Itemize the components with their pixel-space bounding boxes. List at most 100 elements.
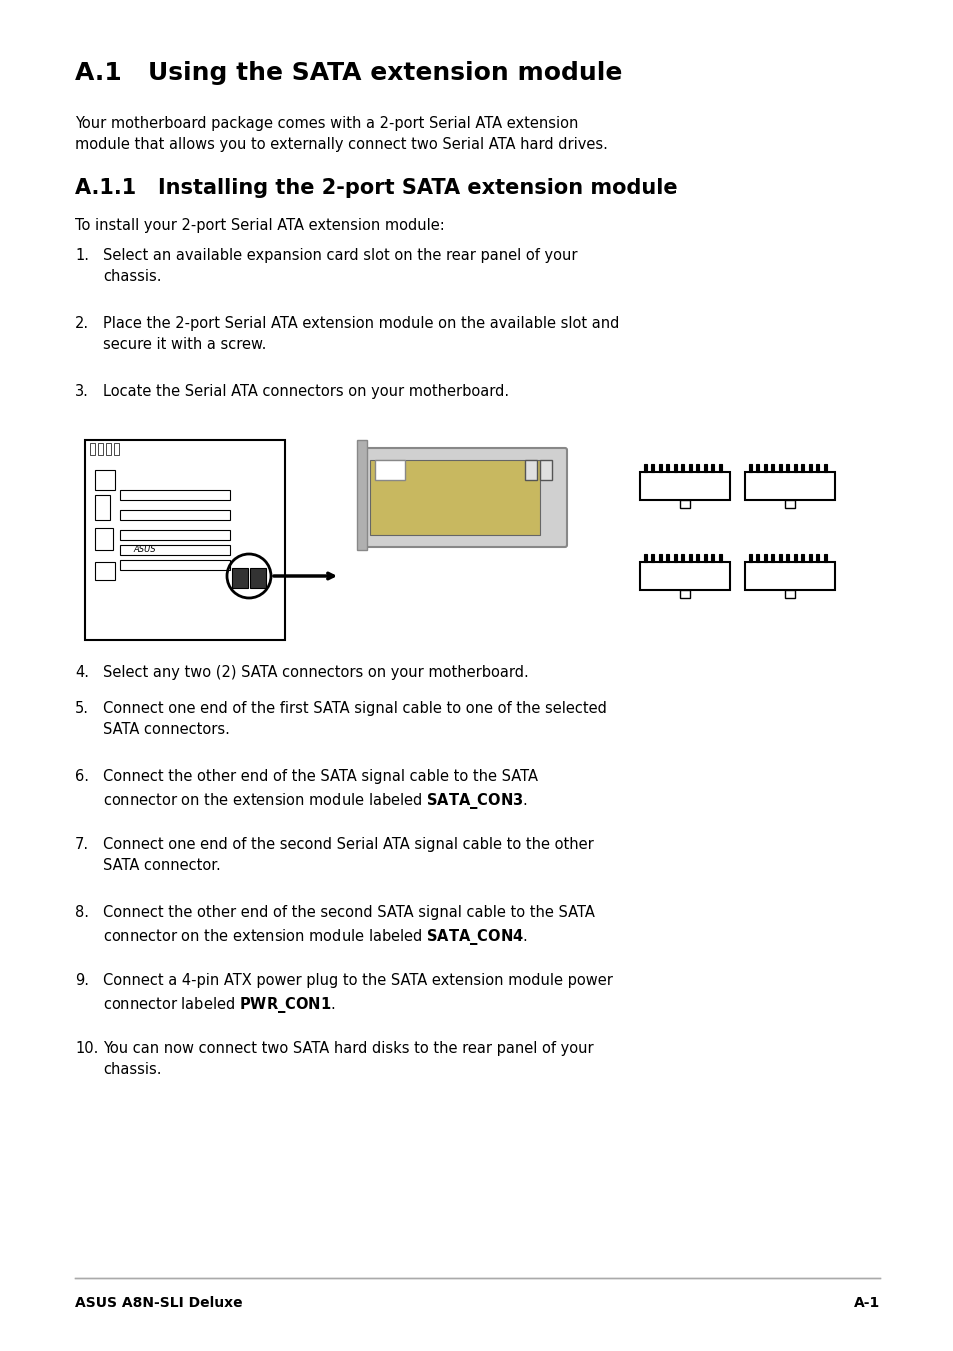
- Bar: [643, 463, 646, 471]
- Text: Connect a 4-pin ATX power plug to the SATA extension module power
connector labe: Connect a 4-pin ATX power plug to the SA…: [103, 973, 612, 1015]
- Bar: [703, 554, 706, 562]
- Bar: [756, 554, 759, 562]
- Bar: [808, 463, 811, 471]
- Text: 9.: 9.: [75, 973, 89, 988]
- Text: To install your 2-port Serial ATA extension module:: To install your 2-port Serial ATA extens…: [75, 218, 444, 232]
- Bar: [659, 463, 661, 471]
- Text: 1.: 1.: [75, 249, 89, 263]
- Bar: [98, 443, 103, 455]
- Bar: [95, 470, 115, 490]
- Bar: [673, 463, 677, 471]
- Bar: [120, 544, 230, 555]
- Bar: [120, 530, 230, 540]
- Text: 4.: 4.: [75, 665, 89, 680]
- Text: 8.: 8.: [75, 905, 89, 920]
- Bar: [823, 554, 826, 562]
- Bar: [756, 463, 759, 471]
- Text: A.1.1   Installing the 2-port SATA extension module: A.1.1 Installing the 2-port SATA extensi…: [75, 178, 677, 199]
- Bar: [808, 554, 811, 562]
- Text: Place the 2-port Serial ATA extension module on the available slot and
secure it: Place the 2-port Serial ATA extension mo…: [103, 316, 618, 353]
- Bar: [748, 463, 751, 471]
- Text: Connect the other end of the SATA signal cable to the SATA
connector on the exte: Connect the other end of the SATA signal…: [103, 769, 537, 811]
- Text: 3.: 3.: [75, 384, 89, 399]
- Text: Connect one end of the first SATA signal cable to one of the selected
SATA conne: Connect one end of the first SATA signal…: [103, 701, 606, 738]
- Bar: [719, 554, 721, 562]
- Bar: [823, 463, 826, 471]
- Bar: [679, 500, 689, 508]
- Bar: [673, 554, 677, 562]
- Bar: [643, 554, 646, 562]
- Bar: [688, 463, 691, 471]
- Text: A-1: A-1: [853, 1296, 879, 1310]
- Bar: [748, 554, 751, 562]
- Bar: [696, 463, 699, 471]
- Bar: [90, 443, 95, 455]
- Bar: [703, 463, 706, 471]
- Text: Select any two (2) SATA connectors on your motherboard.: Select any two (2) SATA connectors on yo…: [103, 665, 528, 680]
- Bar: [784, 500, 794, 508]
- Text: ASUS A8N-SLI Deluxe: ASUS A8N-SLI Deluxe: [75, 1296, 242, 1310]
- Bar: [651, 463, 654, 471]
- Bar: [719, 463, 721, 471]
- Bar: [779, 554, 781, 562]
- Bar: [356, 440, 367, 550]
- Text: 6.: 6.: [75, 769, 89, 784]
- Bar: [680, 554, 684, 562]
- Bar: [771, 463, 774, 471]
- Text: Connect one end of the second Serial ATA signal cable to the other
SATA connecto: Connect one end of the second Serial ATA…: [103, 838, 593, 873]
- Bar: [711, 463, 714, 471]
- Bar: [801, 554, 803, 562]
- Bar: [120, 561, 230, 570]
- Text: 10.: 10.: [75, 1042, 98, 1056]
- Bar: [659, 554, 661, 562]
- Bar: [801, 463, 803, 471]
- Bar: [639, 562, 729, 590]
- Bar: [679, 590, 689, 598]
- Bar: [95, 562, 115, 580]
- Bar: [120, 509, 230, 520]
- FancyBboxPatch shape: [363, 449, 566, 547]
- Bar: [711, 554, 714, 562]
- Bar: [666, 463, 669, 471]
- Bar: [95, 494, 110, 520]
- Bar: [763, 554, 766, 562]
- Bar: [680, 463, 684, 471]
- Bar: [250, 567, 266, 588]
- Bar: [95, 528, 112, 550]
- Bar: [744, 471, 834, 500]
- Text: 2.: 2.: [75, 316, 89, 331]
- Bar: [666, 554, 669, 562]
- Bar: [688, 554, 691, 562]
- Bar: [651, 554, 654, 562]
- Bar: [370, 459, 539, 535]
- Bar: [785, 554, 789, 562]
- Bar: [113, 443, 119, 455]
- Bar: [696, 554, 699, 562]
- Bar: [816, 554, 819, 562]
- Bar: [793, 554, 796, 562]
- Bar: [85, 440, 285, 640]
- Text: You can now connect two SATA hard disks to the rear panel of your
chassis.: You can now connect two SATA hard disks …: [103, 1042, 593, 1077]
- Text: A.1   Using the SATA extension module: A.1 Using the SATA extension module: [75, 61, 621, 85]
- Bar: [639, 471, 729, 500]
- Bar: [771, 554, 774, 562]
- Bar: [375, 459, 405, 480]
- Bar: [120, 490, 230, 500]
- Bar: [539, 459, 552, 480]
- Text: 5.: 5.: [75, 701, 89, 716]
- Bar: [785, 463, 789, 471]
- Bar: [524, 459, 537, 480]
- Text: ASUS: ASUS: [133, 546, 156, 554]
- Bar: [779, 463, 781, 471]
- Text: Select an available expansion card slot on the rear panel of your
chassis.: Select an available expansion card slot …: [103, 249, 577, 284]
- Bar: [232, 567, 248, 588]
- Text: Locate the Serial ATA connectors on your motherboard.: Locate the Serial ATA connectors on your…: [103, 384, 509, 399]
- Bar: [744, 562, 834, 590]
- Bar: [793, 463, 796, 471]
- Bar: [763, 463, 766, 471]
- Text: 7.: 7.: [75, 838, 89, 852]
- Text: Connect the other end of the second SATA signal cable to the SATA
connector on t: Connect the other end of the second SATA…: [103, 905, 595, 947]
- Bar: [784, 590, 794, 598]
- Text: Your motherboard package comes with a 2-port Serial ATA extension
module that al: Your motherboard package comes with a 2-…: [75, 116, 607, 153]
- Bar: [816, 463, 819, 471]
